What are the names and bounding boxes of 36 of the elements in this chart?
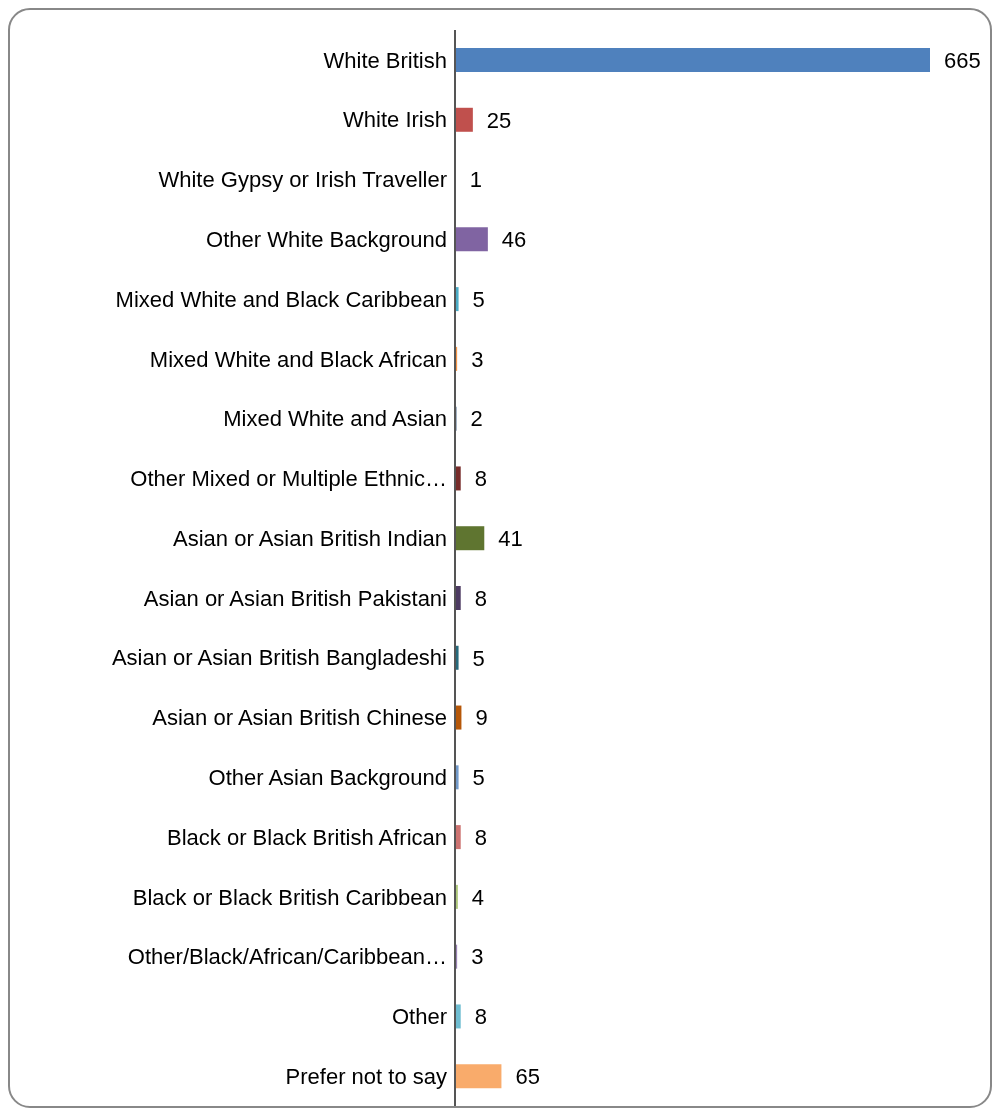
data-label: 8 xyxy=(474,466,487,492)
y-tick-label: Mixed White and Black Caribbean xyxy=(115,286,447,312)
data-label: 46 xyxy=(501,227,527,253)
data-label: 4 xyxy=(471,884,485,910)
y-tick-label: Black or Black British African xyxy=(167,824,447,850)
data-label: 665 xyxy=(944,47,981,73)
data-label: 9 xyxy=(475,705,488,731)
data-label: 3 xyxy=(471,346,484,372)
y-tick-label: Other Asian Background xyxy=(208,765,447,791)
y-tick-label: Asian or Asian British Pakistani xyxy=(143,585,447,611)
y-tick-label: Prefer not to say xyxy=(285,1063,447,1089)
data-label: 2 xyxy=(470,406,483,432)
data-label: 5 xyxy=(472,765,485,791)
y-tick-label: Asian or Asian British Indian xyxy=(173,525,447,551)
y-tick-label: Mixed White and Black African xyxy=(149,346,447,372)
data-label: 8 xyxy=(474,585,487,611)
y-tick-label: White Gypsy or Irish Traveller xyxy=(158,167,447,193)
y-tick-label: Other Mixed or Multiple Ethnic… xyxy=(130,466,447,492)
data-label: 1 xyxy=(469,167,482,193)
y-tick-label: Other xyxy=(391,1004,447,1030)
data-label: 65 xyxy=(515,1064,540,1090)
y-tick-label: Black or Black British Caribbean xyxy=(132,884,447,910)
data-label: 25 xyxy=(486,107,512,133)
y-tick-label: Asian or Asian British Chinese xyxy=(152,705,447,731)
data-label: 3 xyxy=(471,944,484,970)
data-label: 41 xyxy=(498,526,523,552)
data-label: 8 xyxy=(474,824,487,850)
data-label: 5 xyxy=(472,286,485,312)
y-tick-label: Other/Black/African/Caribbean… xyxy=(127,944,447,970)
y-tick-label: White British xyxy=(323,47,447,73)
y-tick-label: Mixed White and Asian xyxy=(223,406,447,432)
y-tick-label: White Irish xyxy=(343,107,447,133)
data-label: 5 xyxy=(472,645,485,671)
data-label: 8 xyxy=(474,1004,487,1030)
y-tick-label: Asian or Asian British Bangladeshi xyxy=(111,645,447,671)
y-tick-label: Other White Background xyxy=(206,227,447,253)
